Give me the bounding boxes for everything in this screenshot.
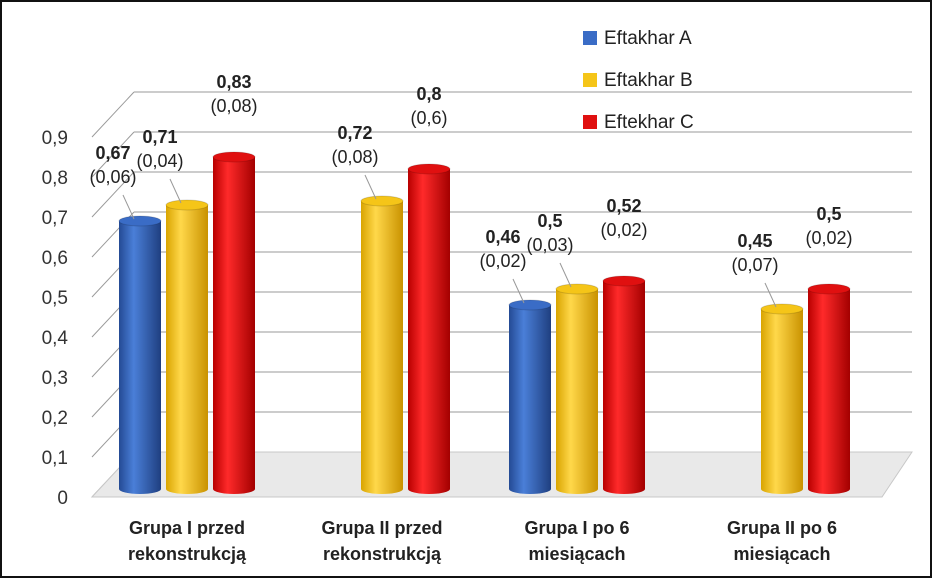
data-label-value: 0,83: [216, 72, 251, 92]
data-label-value: 0,46: [485, 227, 520, 247]
bar-body: [166, 205, 208, 489]
x-tick-label: miesiącach: [528, 544, 625, 564]
bar-body: [408, 169, 450, 489]
data-label-value: 0,5: [816, 204, 841, 224]
data-label-sd: (0,08): [331, 147, 378, 167]
x-tick-label: Grupa II po 6: [727, 518, 837, 538]
y-tick-label: 0,8: [42, 168, 68, 189]
legend-swatch: [583, 73, 597, 87]
legend-swatch: [583, 115, 597, 129]
bar-top: [555, 283, 599, 295]
data-label-sd: (0,03): [526, 235, 573, 255]
bar: [407, 163, 451, 494]
bar-body: [761, 309, 803, 489]
bar-body: [213, 157, 255, 489]
y-tick-label: 0,9: [42, 128, 68, 149]
bar-top: [760, 303, 804, 315]
label-leader: [764, 282, 777, 308]
data-label-value: 0,45: [737, 231, 772, 251]
data-label-sd: (0,07): [731, 255, 778, 275]
bar: [760, 303, 804, 494]
bar: [508, 299, 552, 494]
data-label-value: 0,8: [416, 84, 441, 104]
bar-body: [361, 201, 403, 489]
y-tick-label: 0: [57, 488, 68, 509]
y-tick-label: 0,4: [42, 328, 69, 349]
legend-label: Eftakhar B: [604, 70, 693, 91]
bar-top: [602, 275, 646, 287]
y-tick-label: 0,2: [42, 408, 68, 429]
bar: [555, 283, 599, 494]
data-label-sd: (0,06): [89, 167, 136, 187]
x-tick-label: miesiącach: [733, 544, 830, 564]
x-tick-label: rekonstrukcją: [323, 544, 442, 564]
bar: [602, 275, 646, 494]
bar-top: [212, 151, 256, 163]
data-label-value: 0,72: [337, 123, 372, 143]
gridline-depth: [91, 131, 135, 178]
bar-body: [808, 289, 850, 489]
gridline-depth: [91, 171, 135, 218]
x-tick-label: rekonstrukcją: [128, 544, 247, 564]
y-tick-label: 0,6: [42, 248, 68, 269]
y-tick-label: 0,5: [42, 288, 68, 309]
data-label-value: 0,52: [606, 196, 641, 216]
bar: [360, 195, 404, 494]
label-leader: [122, 194, 135, 220]
bar: [118, 215, 162, 494]
legend-label: Eftakhar A: [604, 28, 692, 49]
data-label-value: 0,5: [537, 211, 562, 231]
bar-top: [165, 199, 209, 211]
bar-body: [556, 289, 598, 489]
bar-body: [603, 281, 645, 489]
data-label-sd: (0,04): [136, 151, 183, 171]
bar-top: [807, 283, 851, 295]
bar-top: [360, 195, 404, 207]
bar-top: [407, 163, 451, 175]
data-label-sd: (0,02): [805, 228, 852, 248]
x-tick-label: Grupa I przed: [129, 518, 245, 538]
data-label-sd: (0,08): [210, 96, 257, 116]
bar-top: [118, 215, 162, 227]
legend-swatch: [583, 31, 597, 45]
x-tick-label: Grupa I po 6: [524, 518, 629, 538]
data-label-sd: (0,6): [410, 108, 447, 128]
bar: [165, 199, 209, 494]
data-label-value: 0,71: [142, 127, 177, 147]
data-label-sd: (0,02): [479, 251, 526, 271]
y-tick-label: 0,1: [42, 448, 68, 469]
label-leader: [169, 178, 182, 204]
gridline-depth: [91, 91, 135, 138]
y-tick-label: 0,7: [42, 208, 68, 229]
label-leader: [364, 174, 377, 200]
bar: [212, 151, 256, 494]
x-tick-label: Grupa II przed: [321, 518, 442, 538]
data-label-sd: (0,02): [600, 220, 647, 240]
bar-body: [119, 221, 161, 489]
label-leader: [512, 278, 525, 304]
y-tick-label: 0,3: [42, 368, 68, 389]
bar: [807, 283, 851, 494]
bar-top: [508, 299, 552, 311]
legend-label: Eftekhar C: [604, 112, 694, 133]
data-label-value: 0,67: [95, 143, 130, 163]
bar-body: [509, 305, 551, 489]
label-leader: [559, 262, 572, 288]
